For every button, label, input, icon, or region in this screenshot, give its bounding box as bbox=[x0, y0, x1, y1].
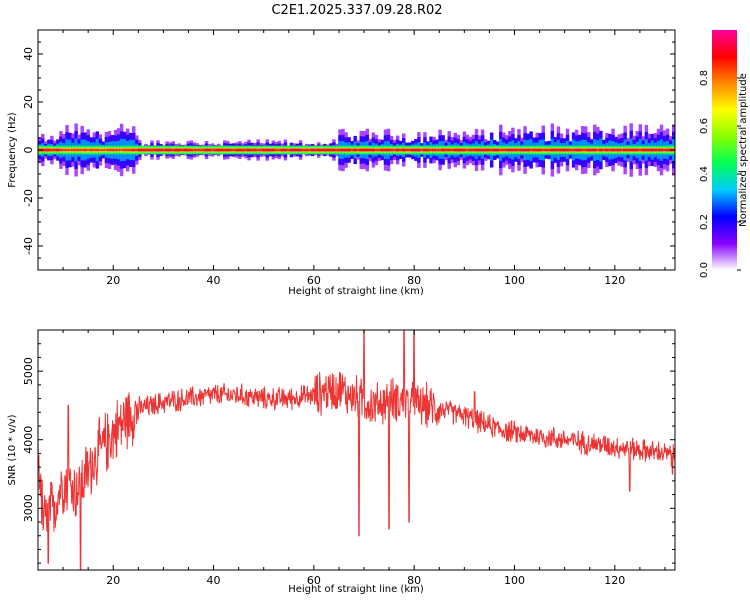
spectrogram-xlabel: Height of straight line (km) bbox=[288, 286, 424, 297]
snr-axes: 20 40 60 80 100 120 3000 4000 5000 bbox=[22, 329, 675, 587]
figure-title: C2E1.2025.337.09.28.R02 bbox=[271, 3, 442, 18]
colorbar-tick-label: 0.2 bbox=[699, 214, 710, 230]
y-tick-label: -40 bbox=[22, 237, 35, 255]
x-tick-label: 100 bbox=[504, 274, 525, 287]
spectrogram-axes: 20 40 60 80 100 120 40 20 0 -20 -40 bbox=[22, 29, 675, 287]
x-tick-label: 120 bbox=[604, 574, 625, 587]
x-tick-label: 60 bbox=[307, 574, 321, 587]
x-tick-label: 20 bbox=[106, 274, 120, 287]
spectrogram-ylabel: Frequency (Hz) bbox=[7, 112, 18, 188]
x-tick-label: 20 bbox=[106, 574, 120, 587]
colorbar: 0.0 0.2 0.4 0.6 0.8 Normalized spectral ampl… bbox=[699, 30, 749, 278]
spectrogram-heatmap bbox=[38, 123, 676, 177]
y-tick-label: 4000 bbox=[22, 426, 35, 454]
x-tick-label: 40 bbox=[207, 574, 221, 587]
x-tick-label: 40 bbox=[207, 274, 221, 287]
y-tick-label: -20 bbox=[22, 189, 35, 207]
x-tick-label: 80 bbox=[407, 274, 421, 287]
snr-frame bbox=[37, 329, 676, 571]
y-tick-label: 0 bbox=[22, 147, 35, 154]
colorbar-tick-label: 0.8 bbox=[699, 70, 710, 86]
y-tick-label: 5000 bbox=[22, 357, 35, 385]
y-tick-label: 20 bbox=[22, 95, 35, 109]
colorbar-tick-label: 0.6 bbox=[699, 118, 710, 134]
x-tick-label: 120 bbox=[604, 274, 625, 287]
spectrogram-panel: 20 40 60 80 100 120 40 20 0 -20 -40 Height of stra… bbox=[7, 29, 676, 297]
x-tick-label: 80 bbox=[407, 574, 421, 587]
snr-series-line bbox=[37, 329, 676, 571]
colorbar-tick-label: 0.4 bbox=[699, 166, 710, 182]
y-tick-label: 3000 bbox=[22, 494, 35, 522]
colorbar-label: Normalized spectral amplitude bbox=[738, 73, 749, 227]
colorbar-ticks: 0.0 0.2 0.4 0.6 0.8 bbox=[699, 70, 741, 278]
snr-ylabel: SNR (10 * v/v) bbox=[7, 414, 18, 485]
colorbar-gradient bbox=[712, 30, 737, 270]
y-tick-label: 40 bbox=[22, 47, 35, 61]
snr-xlabel: Height of straight line (km) bbox=[288, 584, 424, 595]
x-tick-label: 60 bbox=[307, 274, 321, 287]
snr-panel: 20 40 60 80 100 120 3000 4000 5000 Height of str… bbox=[7, 329, 676, 595]
x-tick-label: 100 bbox=[504, 574, 525, 587]
colorbar-tick-label: 0.0 bbox=[699, 262, 710, 278]
